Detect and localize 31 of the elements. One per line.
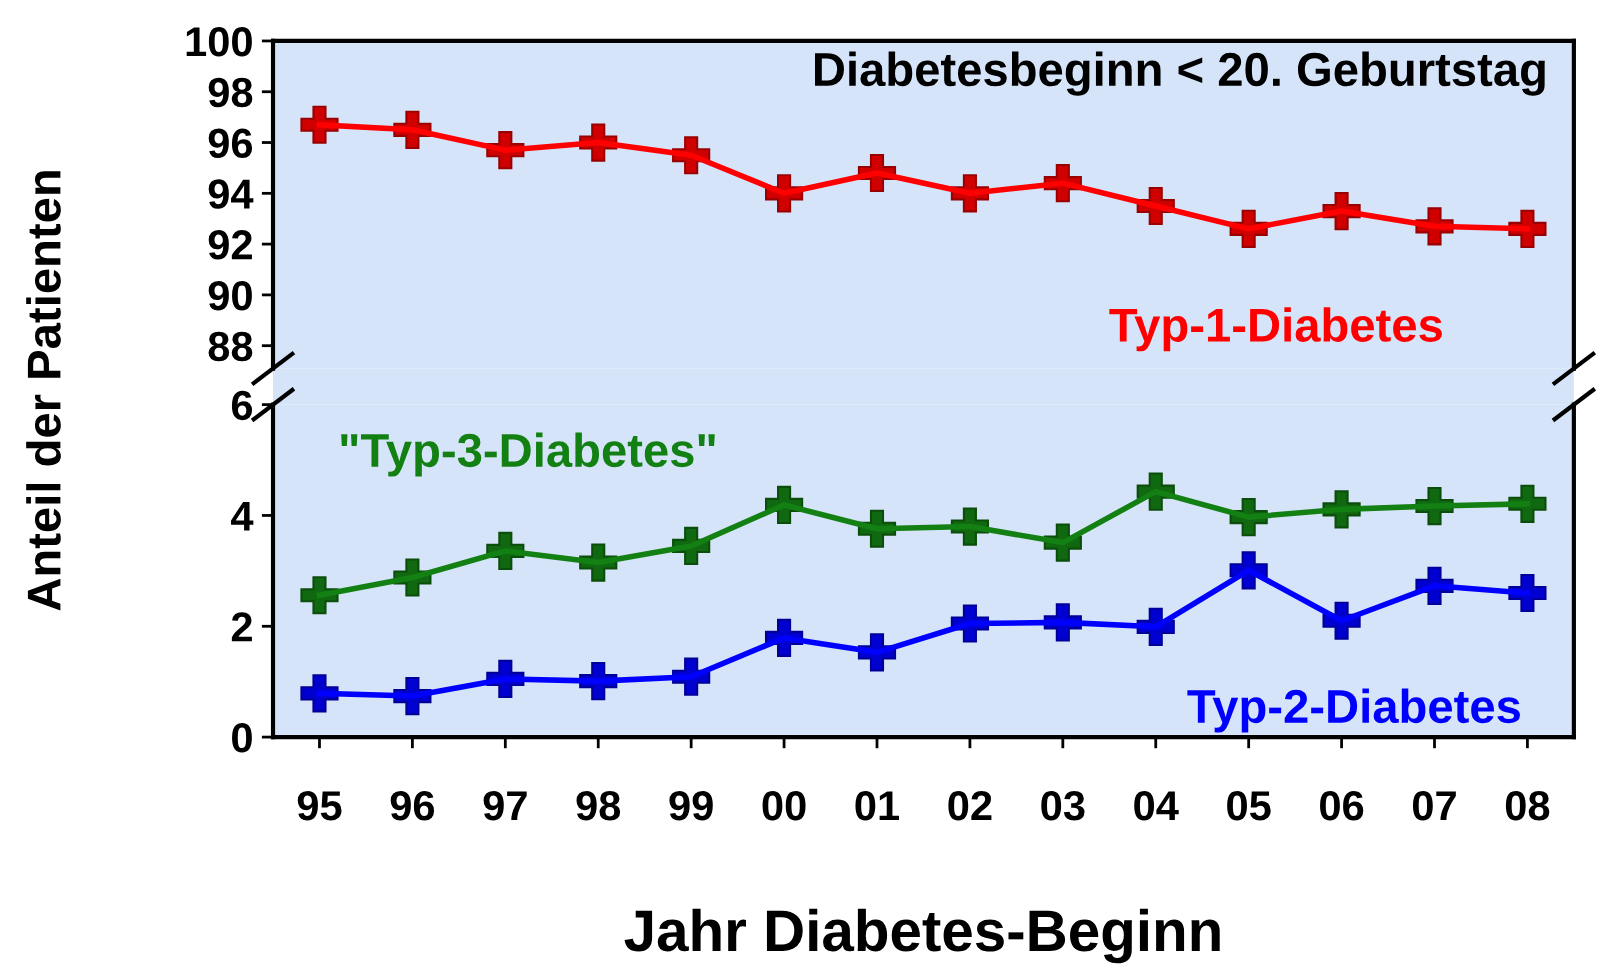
x-axis-title: Jahr Diabetes-Beginn bbox=[624, 908, 1220, 964]
x-tick-label: 05 bbox=[1227, 790, 1271, 821]
x-tick-label: 07 bbox=[1412, 790, 1456, 821]
y-tick-label: 2 bbox=[231, 612, 252, 642]
x-tick-label: 03 bbox=[1041, 790, 1085, 821]
x-tick-label: 06 bbox=[1320, 790, 1364, 821]
x-tick-label: 95 bbox=[297, 790, 342, 821]
y-tick-label: 92 bbox=[208, 230, 252, 260]
y-tick-label: 0 bbox=[232, 723, 252, 753]
x-tick-label: 98 bbox=[576, 790, 621, 821]
y-tick-label: 88 bbox=[208, 331, 253, 362]
y-tick-label: 94 bbox=[208, 179, 254, 209]
y-tick-label: 96 bbox=[208, 128, 253, 159]
x-tick-label: 02 bbox=[948, 790, 992, 821]
x-tick-label: 08 bbox=[1505, 790, 1550, 821]
y-tick-label: 98 bbox=[208, 77, 253, 108]
annotation: Diabetesbeginn < 20. Geburtstag bbox=[815, 51, 1545, 96]
y-tick-label: 4 bbox=[231, 501, 254, 531]
series-label: Typ-1-Diabetes bbox=[1109, 307, 1442, 352]
series-label: "Typ-3-Diabetes" bbox=[341, 432, 715, 477]
series-label: Typ-2-Diabetes bbox=[1187, 688, 1520, 733]
x-tick-label: 97 bbox=[483, 790, 527, 821]
x-tick-label: 04 bbox=[1134, 790, 1179, 821]
x-tick-label: 96 bbox=[390, 790, 435, 821]
y-tick-label: 90 bbox=[208, 280, 252, 311]
x-tick-label: 99 bbox=[669, 790, 713, 821]
y-axis-title: Anteil der Patienten bbox=[26, 171, 61, 611]
x-tick-label: 01 bbox=[855, 790, 899, 821]
x-tick-label: 00 bbox=[762, 790, 806, 821]
y-tick-label: 6 bbox=[231, 390, 253, 421]
y-tick-label: 100 bbox=[186, 26, 252, 57]
